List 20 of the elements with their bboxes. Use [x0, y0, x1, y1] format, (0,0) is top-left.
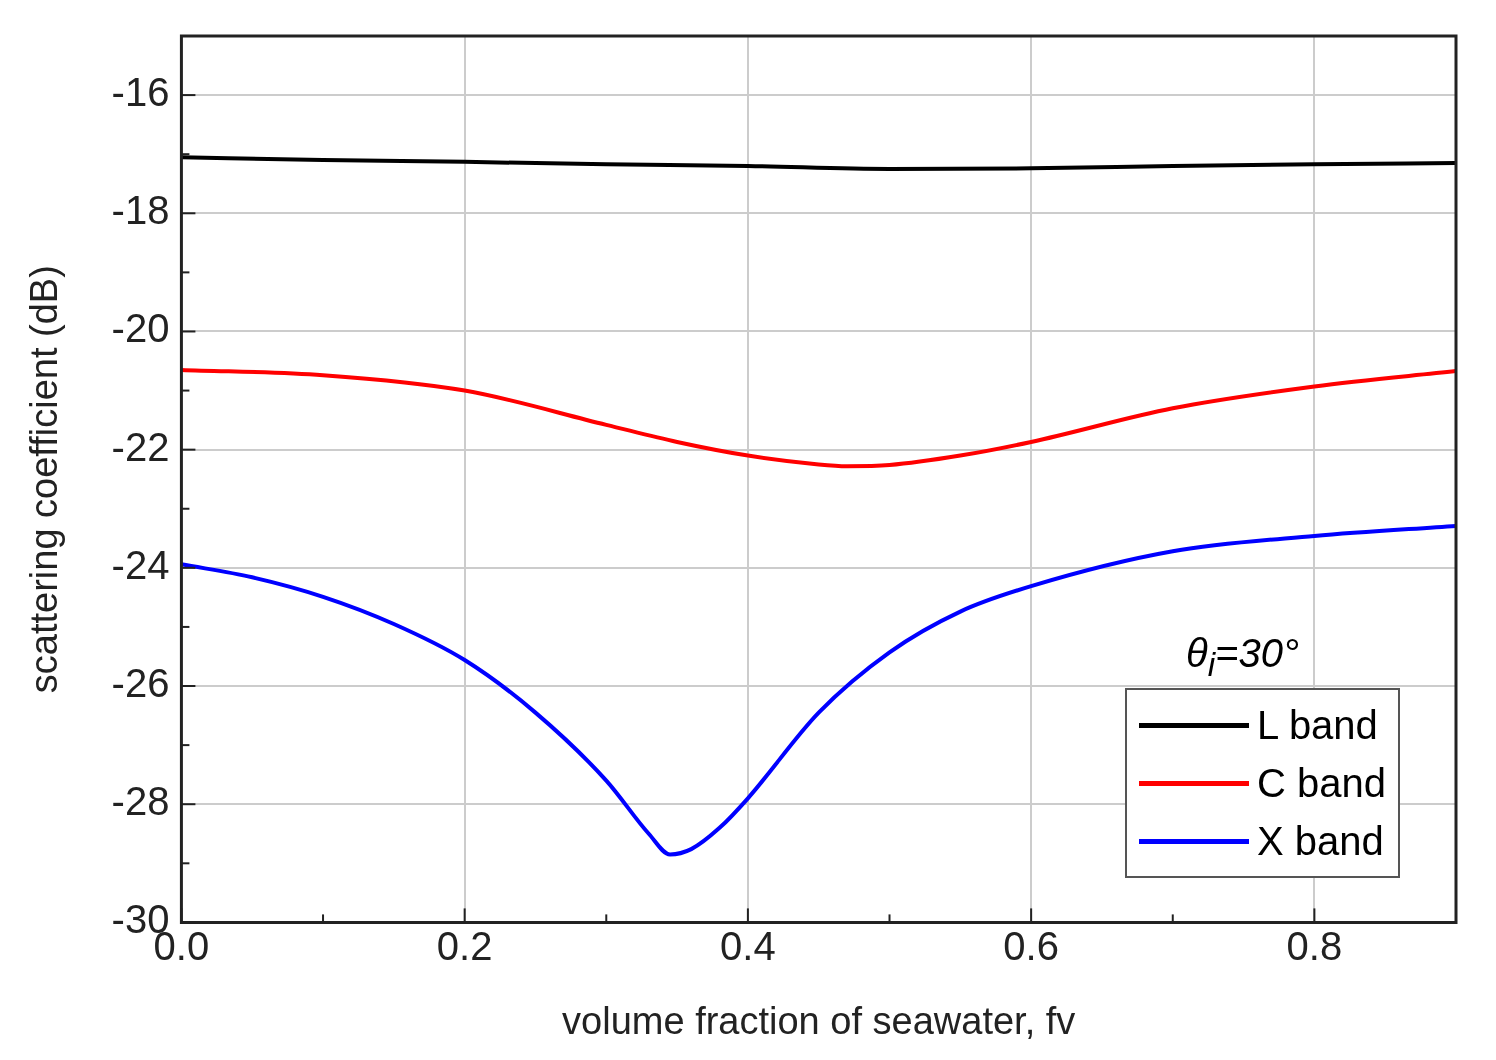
y-tick-label: -16 [111, 70, 170, 115]
line-series [181, 155, 1456, 171]
y-tick-label: -24 [111, 542, 170, 587]
x-tick-label: 0.4 [720, 924, 776, 969]
y-tick-label: -18 [111, 188, 170, 233]
y-tick-label: -28 [111, 779, 170, 824]
x-axis-title: volume fraction of seawater, fv [562, 999, 1076, 1042]
legend-label: L band [1257, 702, 1378, 748]
legend-label: X band [1257, 818, 1384, 864]
x-tick-label: 0.8 [1286, 924, 1343, 969]
legend-label: C band [1257, 760, 1386, 806]
line-series [181, 367, 1456, 469]
x-tick-label: 0.6 [1003, 924, 1059, 969]
y-tick-label: -20 [111, 306, 170, 351]
y-tick-label: -26 [111, 661, 170, 706]
annotation: θ$_{i}$=30° [1186, 631, 1299, 685]
x-tick-label: 0.2 [436, 924, 493, 969]
y-tick-label: -22 [111, 424, 170, 469]
y-axis-title: scattering coefficient (dB) [23, 265, 66, 694]
line-series [181, 523, 1456, 857]
